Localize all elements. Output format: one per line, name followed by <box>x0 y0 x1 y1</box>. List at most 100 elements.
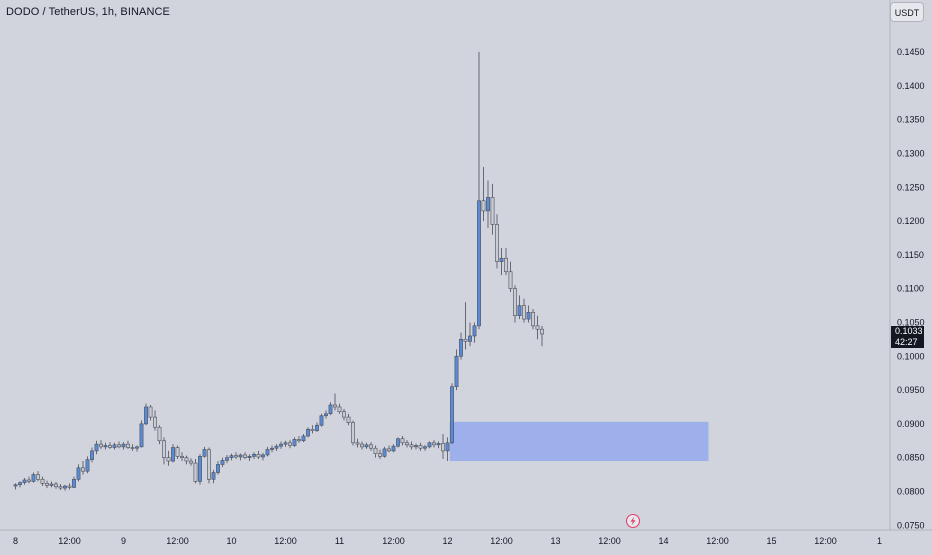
last-price-value: 0.1033 <box>895 326 923 336</box>
candle-body <box>301 435 306 442</box>
candle <box>301 434 306 443</box>
candle-body <box>216 464 220 473</box>
candle <box>198 454 202 485</box>
candle-body <box>103 445 108 448</box>
candle <box>207 447 211 484</box>
candle-body <box>220 460 225 465</box>
candle-body <box>18 482 22 486</box>
candle-body <box>166 457 171 462</box>
candle <box>108 442 112 449</box>
candle <box>202 446 207 458</box>
candle-body <box>535 325 540 330</box>
x-tick-label: 12:00 <box>166 536 189 546</box>
candle-body <box>378 453 382 457</box>
candle <box>522 298 526 323</box>
candle-body <box>373 447 378 454</box>
y-tick-label: 0.1250 <box>897 182 925 192</box>
candle-body <box>153 416 157 428</box>
candle-body <box>468 335 472 342</box>
candle-body <box>423 446 427 449</box>
candle <box>499 248 504 276</box>
candle-body <box>504 257 508 273</box>
candle-body <box>112 444 117 448</box>
candle-body <box>207 449 211 480</box>
candle <box>72 476 76 489</box>
candle-body <box>234 455 238 458</box>
candle-body <box>436 443 441 446</box>
candle-body <box>400 438 405 444</box>
candle <box>328 402 333 416</box>
candle <box>58 484 63 491</box>
y-tick-label: 0.1300 <box>897 148 925 158</box>
candle <box>261 452 265 461</box>
candle <box>423 444 427 451</box>
candle-body <box>445 442 450 452</box>
candle <box>418 442 423 451</box>
candle <box>211 469 216 484</box>
candle <box>234 452 238 460</box>
candle <box>49 481 54 488</box>
candle <box>351 420 355 446</box>
candle-body <box>391 445 396 452</box>
candle <box>117 441 121 449</box>
candle <box>31 472 36 483</box>
candle-body <box>472 325 477 337</box>
currency-selector-button[interactable]: USDT <box>890 2 924 22</box>
candle <box>99 440 103 449</box>
demand-zone-rect[interactable] <box>449 421 709 462</box>
candle-body <box>477 200 481 327</box>
candle-body <box>292 439 297 446</box>
y-tick-label: 0.1200 <box>897 216 925 226</box>
candle-body <box>450 386 454 444</box>
price-axis[interactable]: 0.0750 0.0800 0.0850 0.0900 0.0950 0.1000 0.10… <box>897 47 925 530</box>
candle-body <box>229 455 234 458</box>
candle-body <box>418 445 423 449</box>
candle <box>297 436 301 443</box>
candle <box>45 480 49 489</box>
candle-body <box>441 443 445 452</box>
y-tick-label: 0.0800 <box>897 486 925 496</box>
time-axis[interactable]: 8 12:00 9 12:00 10 12:00 11 12:00 12 12:00 13 12:00… <box>13 536 882 546</box>
candle <box>468 322 472 347</box>
x-tick-label: 12:00 <box>814 536 837 546</box>
x-tick-label: 13 <box>550 536 560 546</box>
candle <box>180 452 184 462</box>
candle <box>130 444 135 451</box>
candle <box>337 403 342 414</box>
x-tick-label: 12:00 <box>274 536 297 546</box>
y-tick-label: 0.1000 <box>897 351 925 361</box>
candle <box>256 450 261 460</box>
candle <box>481 166 486 222</box>
candle-body <box>171 447 175 462</box>
candle-body <box>36 474 40 480</box>
candle <box>63 484 67 491</box>
candle <box>238 453 243 461</box>
candle-body <box>94 443 99 452</box>
candle <box>252 452 256 460</box>
candle-body <box>58 486 63 489</box>
candle <box>526 305 531 323</box>
candle <box>225 454 229 464</box>
candle <box>40 476 45 487</box>
candle <box>459 332 463 360</box>
candle <box>292 437 297 447</box>
candle-body <box>72 478 76 488</box>
candle <box>531 308 535 330</box>
candle-body <box>337 406 342 412</box>
candle-body <box>189 460 193 464</box>
candle <box>135 445 139 452</box>
candle-body <box>382 448 387 457</box>
candle-body <box>252 453 256 457</box>
candle-body <box>396 438 400 447</box>
candle <box>247 454 252 462</box>
candle-body <box>369 444 373 449</box>
candle <box>382 446 387 458</box>
y-tick-label: 0.0850 <box>897 453 925 463</box>
bar-countdown: 42:27 <box>895 337 918 347</box>
candle-body <box>324 413 328 417</box>
candle <box>445 437 450 462</box>
candle <box>144 403 148 426</box>
lightning-bolt-icon[interactable] <box>625 513 641 529</box>
